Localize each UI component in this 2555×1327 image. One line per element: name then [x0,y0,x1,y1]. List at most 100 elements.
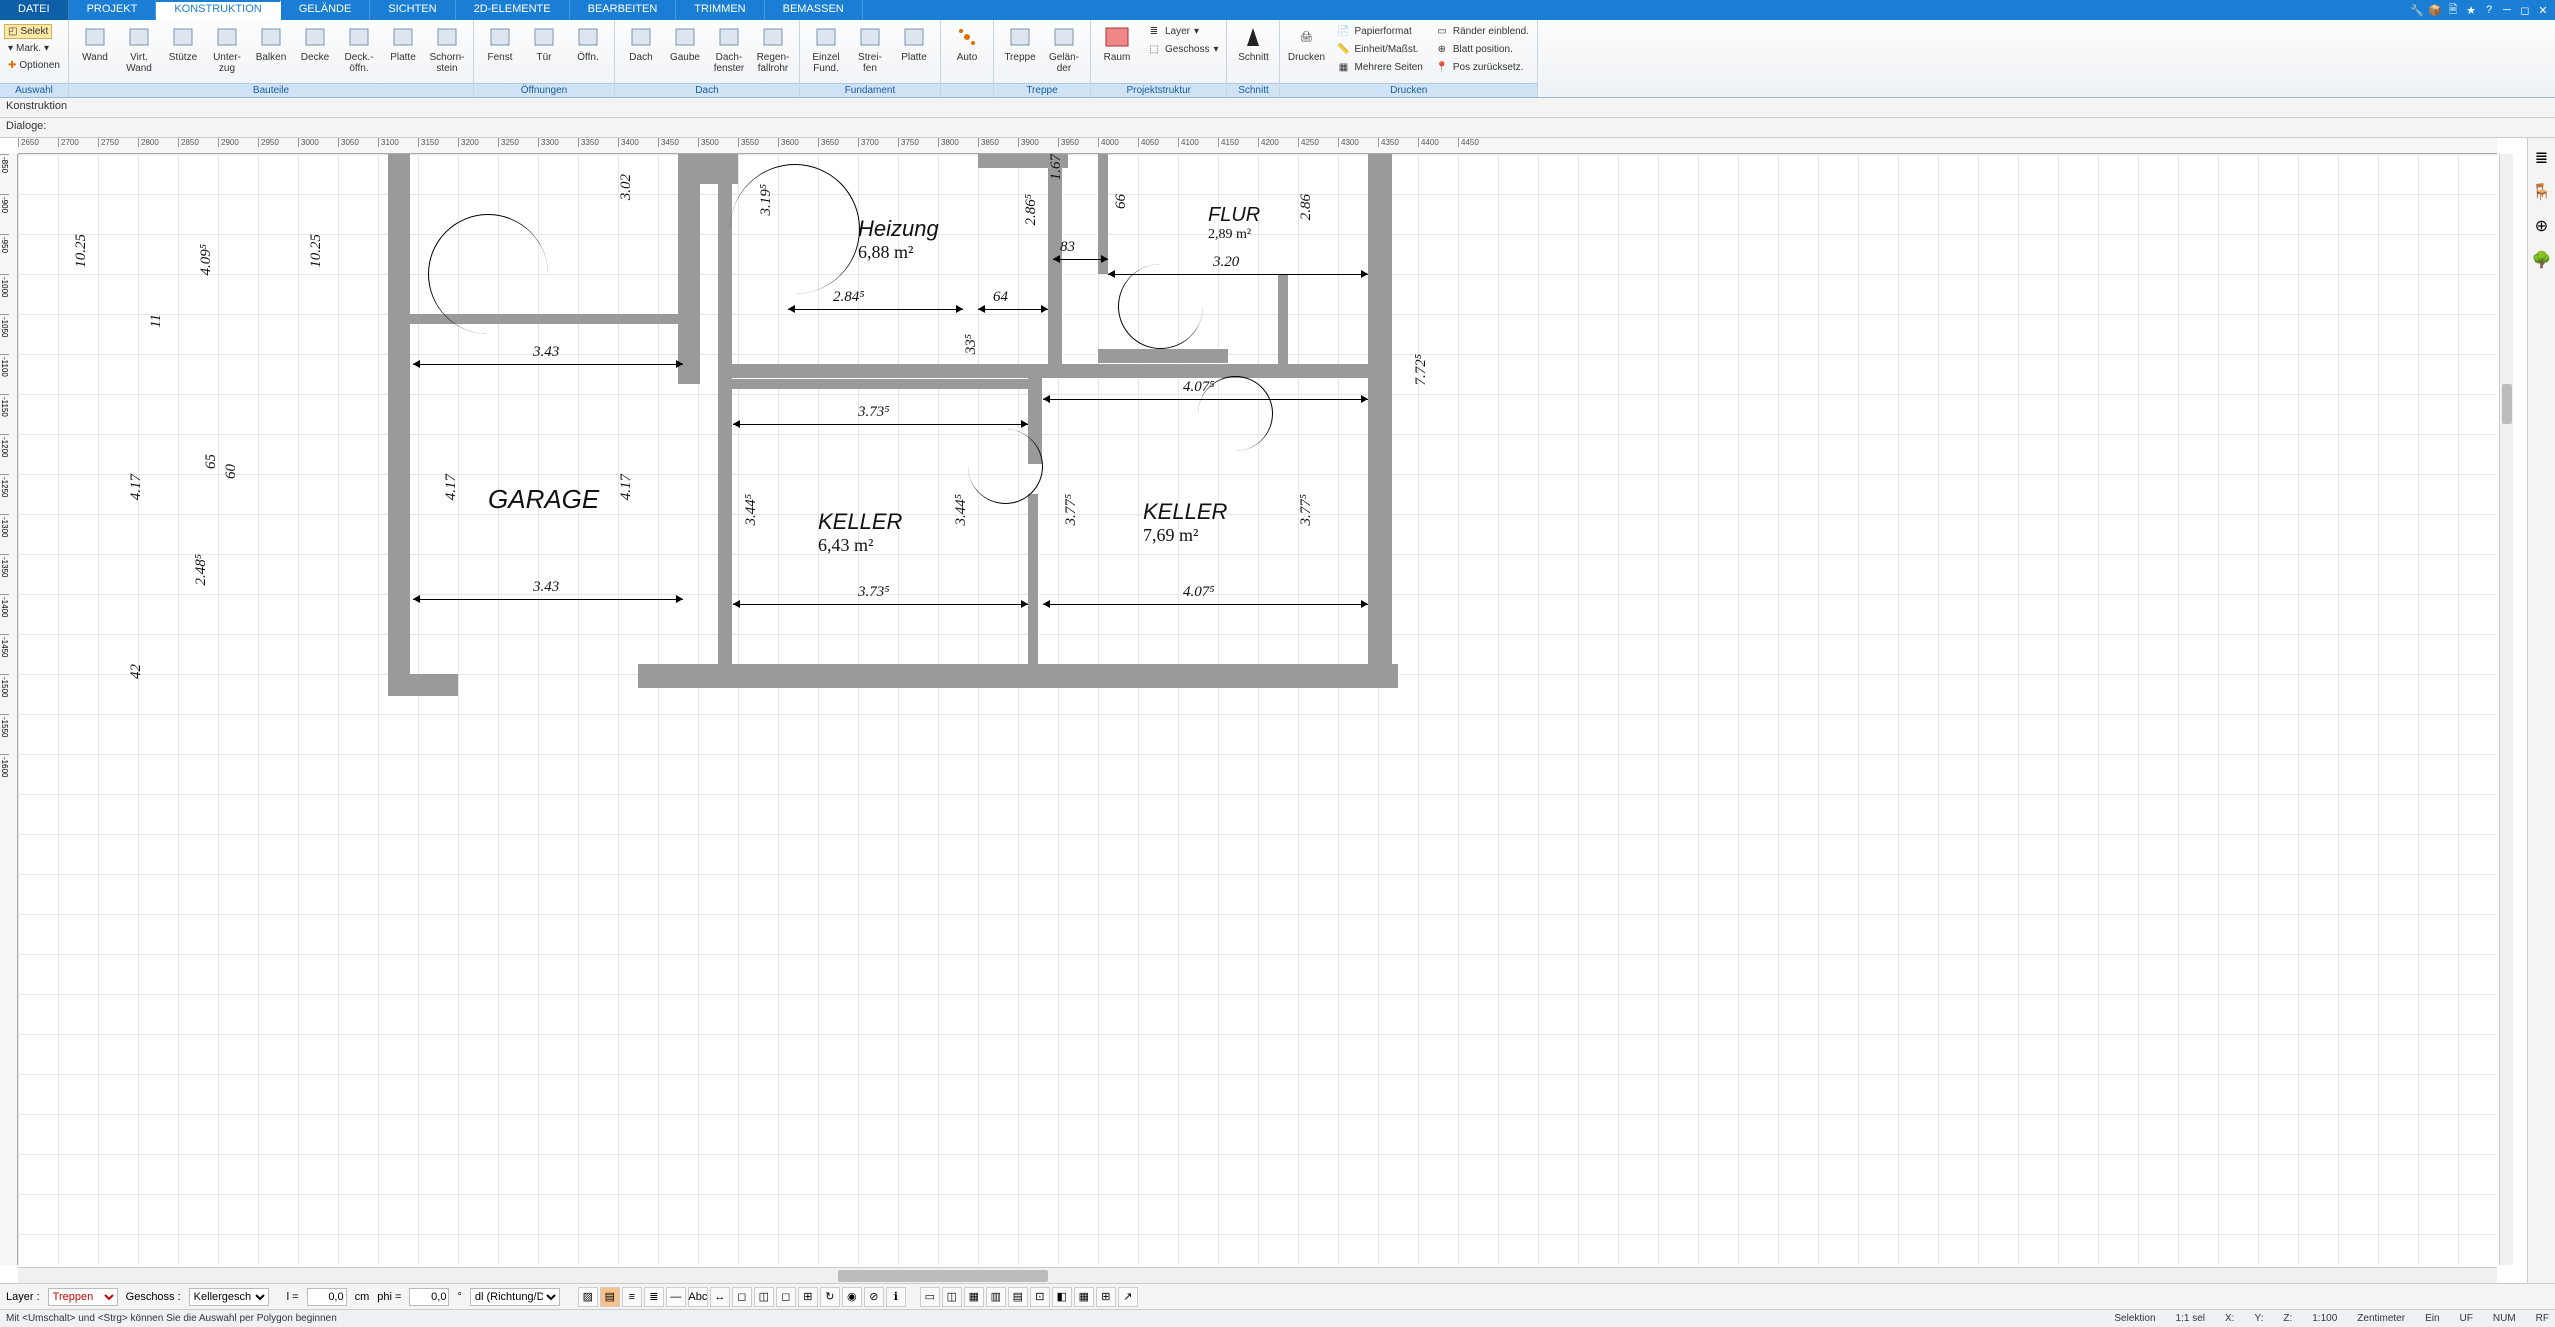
window-close-icon[interactable]: ✕ [2535,2,2551,18]
ribbon-balken-button[interactable]: Balken [249,22,293,65]
tb-icon[interactable]: ≣ [644,1287,664,1307]
einheit-button[interactable]: 📏Einheit/Maßst. [1332,40,1426,58]
ribbon-dach-button[interactable]: Dach [619,22,663,65]
raender-button[interactable]: ▭Ränder einblend. [1431,22,1533,40]
tab-2d[interactable]: 2D-ELEMENTE [456,0,570,20]
selekt-button[interactable]: ◰Selekt [4,24,52,39]
mark-button[interactable]: ▾Mark.▾ [4,41,53,56]
tb-icon[interactable]: ▭ [920,1287,940,1307]
tb-icon[interactable]: ℹ [886,1287,906,1307]
mode-select[interactable]: dl (Richtung/Di [470,1288,560,1306]
ribbon-deck.--button[interactable]: Deck.-öffn. [337,22,381,76]
ribbon-platte-button[interactable]: Platte [892,22,936,65]
geschoss-select[interactable]: Kellergesch [189,1288,269,1306]
ribbon-platte-button[interactable]: Platte [381,22,425,65]
tree-icon[interactable]: 🌳 [2532,250,2552,270]
chair-icon[interactable]: 🪑 [2532,182,2552,202]
group-label-auswahl: Auswahl [0,83,68,97]
titlebar-star-icon[interactable]: ★ [2463,2,2479,18]
blatt-pos-button[interactable]: ⊕Blatt position. [1431,40,1533,58]
ribbon-öffn.-button[interactable]: Öffn. [566,22,610,65]
ribbon-treppe-button[interactable]: Treppe [998,22,1042,65]
tab-bearbeiten[interactable]: BEARBEITEN [570,0,677,20]
tab-trimmen[interactable]: TRIMMEN [676,0,764,20]
target-icon[interactable]: ⊕ [2532,216,2552,236]
tb-icon[interactable]: ↔ [710,1287,730,1307]
dimline [1043,399,1368,400]
drucken-button[interactable]: 🖨Drucken [1284,22,1328,65]
tb-icon[interactable]: ◧ [1052,1287,1072,1307]
status-bar: Mit <Umschalt> und <Strg> können Sie die… [0,1309,2555,1327]
raum-button[interactable]: Raum [1095,22,1139,65]
room-keller1: KELLER6,43 m² [818,509,902,556]
titlebar-help-icon[interactable]: ? [2481,2,2497,18]
papierformat-button[interactable]: 📄Papierformat [1332,22,1426,40]
ribbon-schnitt-button[interactable]: Schnitt [1231,22,1275,65]
pos-reset-button[interactable]: 📍Pos zurücksetz. [1431,58,1533,76]
wall [1098,349,1228,363]
wall [1028,494,1038,684]
phi-input[interactable] [409,1288,449,1306]
scrollbar-vertical[interactable] [2499,154,2513,1265]
tb-icon[interactable]: ▨ [578,1287,598,1307]
tb-icon[interactable]: — [666,1287,686,1307]
ribbon-auto-button[interactable]: Auto [945,22,989,65]
tb-icon[interactable]: ▤ [1008,1287,1028,1307]
ribbon-fenst-button[interactable]: Fenst [478,22,522,65]
window-minimize-icon[interactable]: ─ [2499,2,2515,18]
tb-icon[interactable]: ⊡ [1030,1287,1050,1307]
layer-select[interactable]: Treppen [48,1288,118,1306]
tb-icon[interactable]: ↻ [820,1287,840,1307]
scrollbar-horizontal[interactable] [18,1267,2497,1283]
ribbon-dach--button[interactable]: Dach-fenster [707,22,751,76]
tb-icon[interactable]: ▦ [964,1287,984,1307]
tb-icon[interactable]: ▥ [986,1287,1006,1307]
ribbon-stütze-button[interactable]: Stütze [161,22,205,65]
ribbon-decke-button[interactable]: Decke [293,22,337,65]
l-unit: cm [355,1291,370,1303]
ribbon-unter--button[interactable]: Unter-zug [205,22,249,76]
optionen-button[interactable]: ✚Optionen [4,58,64,73]
l-input[interactable] [307,1288,347,1306]
tb-icon[interactable]: ↗ [1118,1287,1138,1307]
geschoss-dropdown[interactable]: ⬚Geschoss▾ [1143,40,1223,58]
ribbon-strei--button[interactable]: Strei-fen [848,22,892,76]
tab-datei[interactable]: DATEI [0,0,69,20]
ribbon-gelän--button[interactable]: Gelän-der [1042,22,1086,76]
ribbon-schorn--button[interactable]: Schorn-stein [425,22,469,76]
tab-konstruktion[interactable]: KONSTRUKTION [156,0,280,20]
tb-icon[interactable]: ⊞ [798,1287,818,1307]
tab-sichten[interactable]: SICHTEN [370,0,455,20]
tb-icon[interactable]: ◫ [942,1287,962,1307]
tb-icon[interactable]: Abc [688,1287,708,1307]
tb-icon[interactable]: ⊞ [1096,1287,1116,1307]
titlebar-box-icon[interactable]: 📦 [2427,2,2443,18]
tb-icon[interactable]: ⊘ [864,1287,884,1307]
wall [718,364,732,684]
titlebar-doc-icon[interactable]: 🗎 [2445,2,2461,18]
tab-bemassen[interactable]: BEMASSEN [765,0,863,20]
ribbon-tür-button[interactable]: Tür [522,22,566,65]
tb-icon[interactable]: ◻ [776,1287,796,1307]
tb-icon[interactable]: ◻ [732,1287,752,1307]
dimline [1108,274,1368,275]
mehrere-seiten-button[interactable]: ▦Mehrere Seiten [1332,58,1426,76]
window-maximize-icon[interactable]: ◻ [2517,2,2533,18]
ribbon-wand-button[interactable]: Wand [73,22,117,65]
layers-icon[interactable]: ≣ [2532,148,2552,168]
ribbon-regen--button[interactable]: Regen-fallrohr [751,22,795,76]
ribbon-einzel-button[interactable]: EinzelFund. [804,22,848,76]
titlebar-tools-icon[interactable]: 🔧 [2409,2,2425,18]
tb-icon[interactable]: ≡ [622,1287,642,1307]
layer-dropdown[interactable]: ≣Layer▾ [1143,22,1223,40]
drawing-canvas[interactable]: Heizung6,88 m² FLUR2,89 m² GARAGE KELLER… [18,154,2497,1265]
tb-icon[interactable]: ◫ [754,1287,774,1307]
ribbon-gaube-button[interactable]: Gaube [663,22,707,65]
tab-gelaende[interactable]: GELÄNDE [281,0,371,20]
ribbon-virt.-button[interactable]: Virt.Wand [117,22,161,76]
tb-icon[interactable]: ▤ [600,1287,620,1307]
tb-icon[interactable]: ◉ [842,1287,862,1307]
bottom-icon-row: ▨▤ ≡≣ —Abc ↔◻ ◫◻ ⊞↻ ◉⊘ ℹ ▭◫ ▦▥ ▤⊡ ◧▦ ⊞↗ [578,1287,1138,1307]
tab-projekt[interactable]: PROJEKT [69,0,157,20]
tb-icon[interactable]: ▦ [1074,1287,1094,1307]
